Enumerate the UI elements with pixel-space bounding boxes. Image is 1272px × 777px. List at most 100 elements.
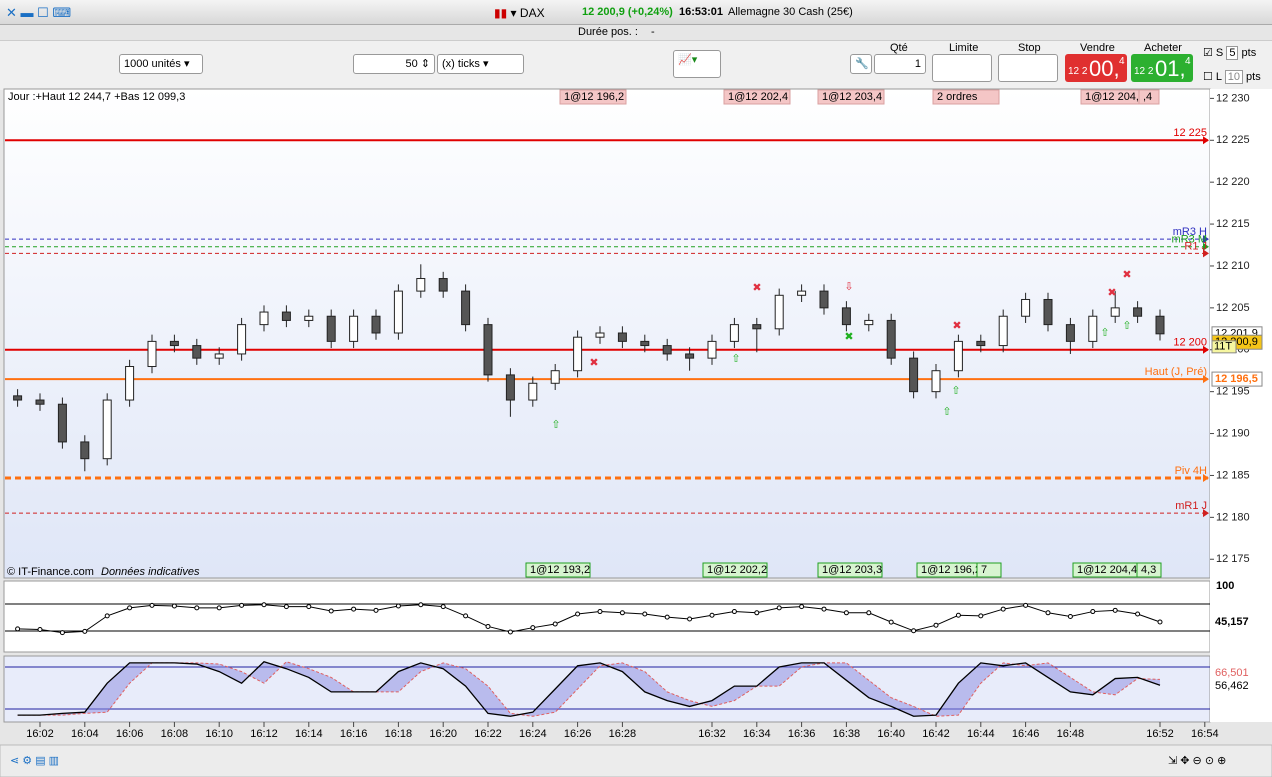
candle-body [819,290,829,309]
ticks-input[interactable]: 50 ⇕ [353,54,435,74]
window-controls[interactable]: ✕ ▬ ☐ ⌨ [6,5,72,20]
y-tick-label: 12 230 [1216,92,1250,104]
order-box [1080,89,1148,105]
x-tick-label: 16:10 [205,728,233,740]
order-box [932,89,1000,105]
indicator2-fill [17,661,1161,717]
x-tick-label: 16:06 [116,728,144,740]
x-tick-label: 16:02 [26,728,54,740]
buy-sup: 4 [1185,56,1191,67]
x-tick-label: 16:16 [340,728,368,740]
indicator1-dot [373,607,379,613]
indicator1-dot [1157,619,1163,625]
s-label: S [1215,47,1224,59]
instrument-desc: Allemagne 30 Cash (25€) [728,6,853,18]
order-label: ,4 [1143,91,1152,103]
indicator1-dot [843,610,849,616]
order-label: 1@12 203,3 [822,564,882,576]
buy-button[interactable]: 12 2 01, 4 [1131,54,1193,82]
level-arrow [1203,136,1209,145]
order-label: 1@12 193,2 [530,564,590,576]
price-tag-label: 12 200,9 [1215,336,1258,348]
signal-marker: ✖ [844,331,853,343]
ticks-select[interactable]: (x) ticks ▾ [437,54,524,74]
indicator1-dot [395,603,401,609]
indicator1-dot [127,605,133,611]
candle-body [573,336,583,372]
price-tag [1211,326,1263,342]
x-tick-label: 16:52 [1146,728,1174,740]
indicator1-dot [709,612,715,618]
level-label: 12 200 [1173,337,1207,349]
signal-marker: ⇧ [942,406,951,418]
chart-type-button[interactable]: 📈▾ [673,50,721,78]
indicator1-dot [1135,611,1141,617]
indicator1-dot [642,611,648,617]
candle-body [35,399,45,405]
indicator1-tick: 100 [1216,580,1234,592]
limit-buttons[interactable] [932,54,992,82]
x-tick-label: 16:36 [788,728,816,740]
candle-body [304,315,314,321]
l-option[interactable]: ☐ L 10 pts [1203,70,1261,84]
x-tick-label: 16:12 [250,728,278,740]
position-value: - [651,26,655,38]
x-tick-label: 16:18 [385,728,413,740]
clock: 16:53:01 [679,6,724,18]
zoom-controls[interactable]: ⇲ ✥ ⊖ ⊙ ⊕ [1168,755,1226,767]
bottom-bar [0,744,1272,777]
signal-marker: ✖ [589,357,598,369]
indicator2-d-line [17,661,1161,717]
limit-label: Limite [949,42,979,54]
indicator1-dot [664,614,670,620]
candle-body [685,353,695,359]
candle-body [1155,315,1165,335]
level-arrow [1203,242,1209,251]
order-box [559,89,627,105]
level-arrow [1203,509,1209,518]
level-arrow [1203,235,1209,244]
instrument[interactable]: ▮▮ ▾ DAX [494,6,545,20]
qty-input[interactable]: 1 [874,54,926,74]
indicator1-dot [507,629,513,635]
x-tick-label: 16:04 [71,728,99,740]
candle-body [371,315,381,334]
spread-tag [1211,340,1237,354]
candle-body [1110,307,1120,317]
level-arrow [1203,473,1209,482]
share-icon[interactable]: ⋖ ⚙ ▤ ▥ [10,755,59,767]
x-tick-label: 16:32 [698,728,726,740]
units: 1000 unités [124,58,181,70]
indicator1-dot [888,619,894,625]
stop-buttons[interactable] [998,54,1058,82]
indicator1-value: 45,157 [1215,616,1249,628]
units-select[interactable]: 1000 unités ▾ [119,54,203,74]
candle-body [774,294,784,330]
title-bar [0,0,1272,25]
indicator1-dot [933,622,939,628]
signal-marker: ⇧ [1100,327,1109,339]
signal-marker: ✖ [1122,269,1131,281]
indicator1-dot [239,602,245,608]
settings-button[interactable]: 🔧 [850,54,872,74]
candle-body [528,382,538,401]
indicator1-dot [216,605,222,611]
order-box [723,89,791,105]
order-label: 4,3 [1141,564,1156,576]
candle-body [931,370,941,393]
indicator1-dot [149,602,155,608]
ticks-value: 50 [405,58,418,70]
x-tick-label: 16:28 [609,728,637,740]
s-option[interactable]: ☑ S 5 pts [1203,46,1257,60]
candle-body [707,340,717,359]
indicator1-dot [1000,606,1006,612]
level-label: 12 225 [1173,127,1207,139]
sell-big: 00, [1089,56,1120,81]
candle-body [864,319,874,326]
candle-body [976,340,986,347]
indicator1-dot [731,609,737,615]
candle-body [416,278,426,292]
indicator2-k-value: 56,462 [1215,680,1249,692]
candle-body [953,340,963,372]
sell-button[interactable]: 12 2 00, 4 [1065,54,1127,82]
